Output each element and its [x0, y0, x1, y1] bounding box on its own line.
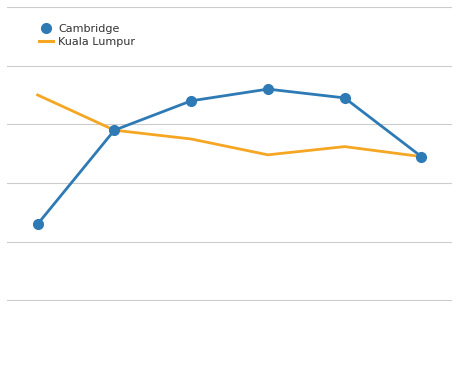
Legend: Cambridge, Kuala Lumpur: Cambridge, Kuala Lumpur — [35, 19, 140, 52]
